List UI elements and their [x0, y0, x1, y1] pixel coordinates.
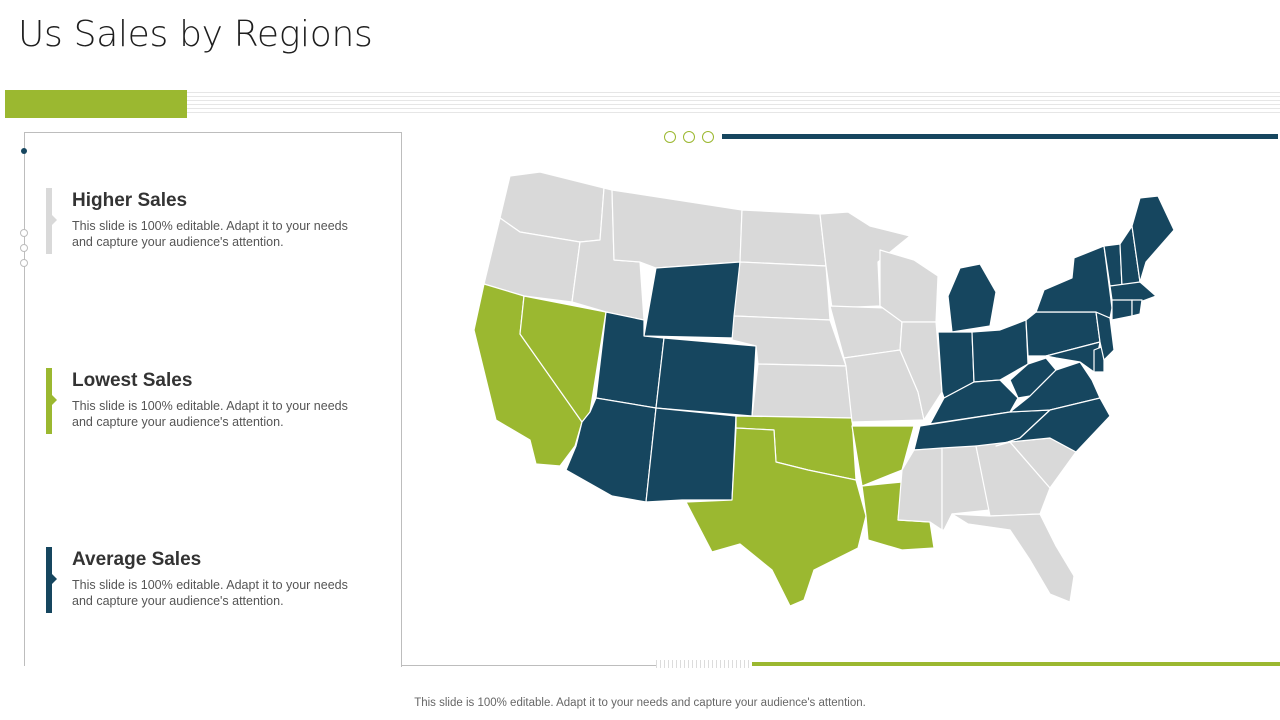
- legend-marker-higher: [46, 188, 57, 254]
- state-ma: [1109, 281, 1157, 303]
- panel-dot-hollow: [20, 229, 28, 237]
- bottom-ticks: [656, 660, 752, 668]
- state-ny: [1035, 245, 1113, 319]
- state-md: [1045, 341, 1101, 373]
- bottom-gray-line: [401, 665, 656, 666]
- state-ct: [1111, 299, 1133, 321]
- legend-panel-frame: [24, 132, 402, 667]
- state-ri: [1131, 299, 1143, 317]
- state-mi: [947, 263, 997, 333]
- state-me: [1131, 195, 1175, 283]
- state-tx: [685, 427, 867, 607]
- legend-description: This slide is 100% editable. Adapt it to…: [72, 578, 348, 608]
- state-nd: [739, 209, 827, 267]
- state-mt: [611, 189, 743, 269]
- legend-title: Average Sales: [72, 549, 202, 570]
- state-sd: [733, 261, 831, 321]
- decor-circle: [664, 131, 676, 143]
- legend-marker-average: [46, 547, 57, 613]
- top-navy-line: [722, 134, 1278, 139]
- state-wi: [879, 249, 939, 323]
- panel-left-line: [24, 132, 25, 666]
- footer-note: This slide is 100% editable. Adapt it to…: [414, 697, 866, 709]
- legend-description: This slide is 100% editable. Adapt it to…: [72, 399, 348, 429]
- legend-title: Higher Sales: [72, 190, 188, 211]
- panel-dot-hollow: [20, 259, 28, 267]
- panel-dot-hollow: [20, 244, 28, 252]
- state-ks: [751, 363, 853, 419]
- decor-circle: [683, 131, 695, 143]
- decor-circle: [702, 131, 714, 143]
- legend-description: This slide is 100% editable. Adapt it to…: [72, 219, 348, 249]
- state-nm: [645, 407, 737, 503]
- state-il: [899, 321, 943, 421]
- state-wy: [643, 261, 741, 339]
- panel-dot-filled: [21, 148, 27, 154]
- state-fl: [951, 513, 1075, 603]
- legend-title: Lowest Sales: [72, 370, 193, 391]
- slide-title: Us Sales by Regions: [18, 14, 373, 55]
- state-co: [655, 337, 757, 417]
- us-map: [460, 160, 1190, 620]
- state-mn: [819, 211, 911, 309]
- title-accent-bar: [5, 90, 187, 118]
- title-stripes: [187, 92, 1280, 116]
- state-nc: [995, 397, 1111, 453]
- legend-marker-lowest: [46, 368, 57, 434]
- bottom-green-line: [752, 662, 1280, 666]
